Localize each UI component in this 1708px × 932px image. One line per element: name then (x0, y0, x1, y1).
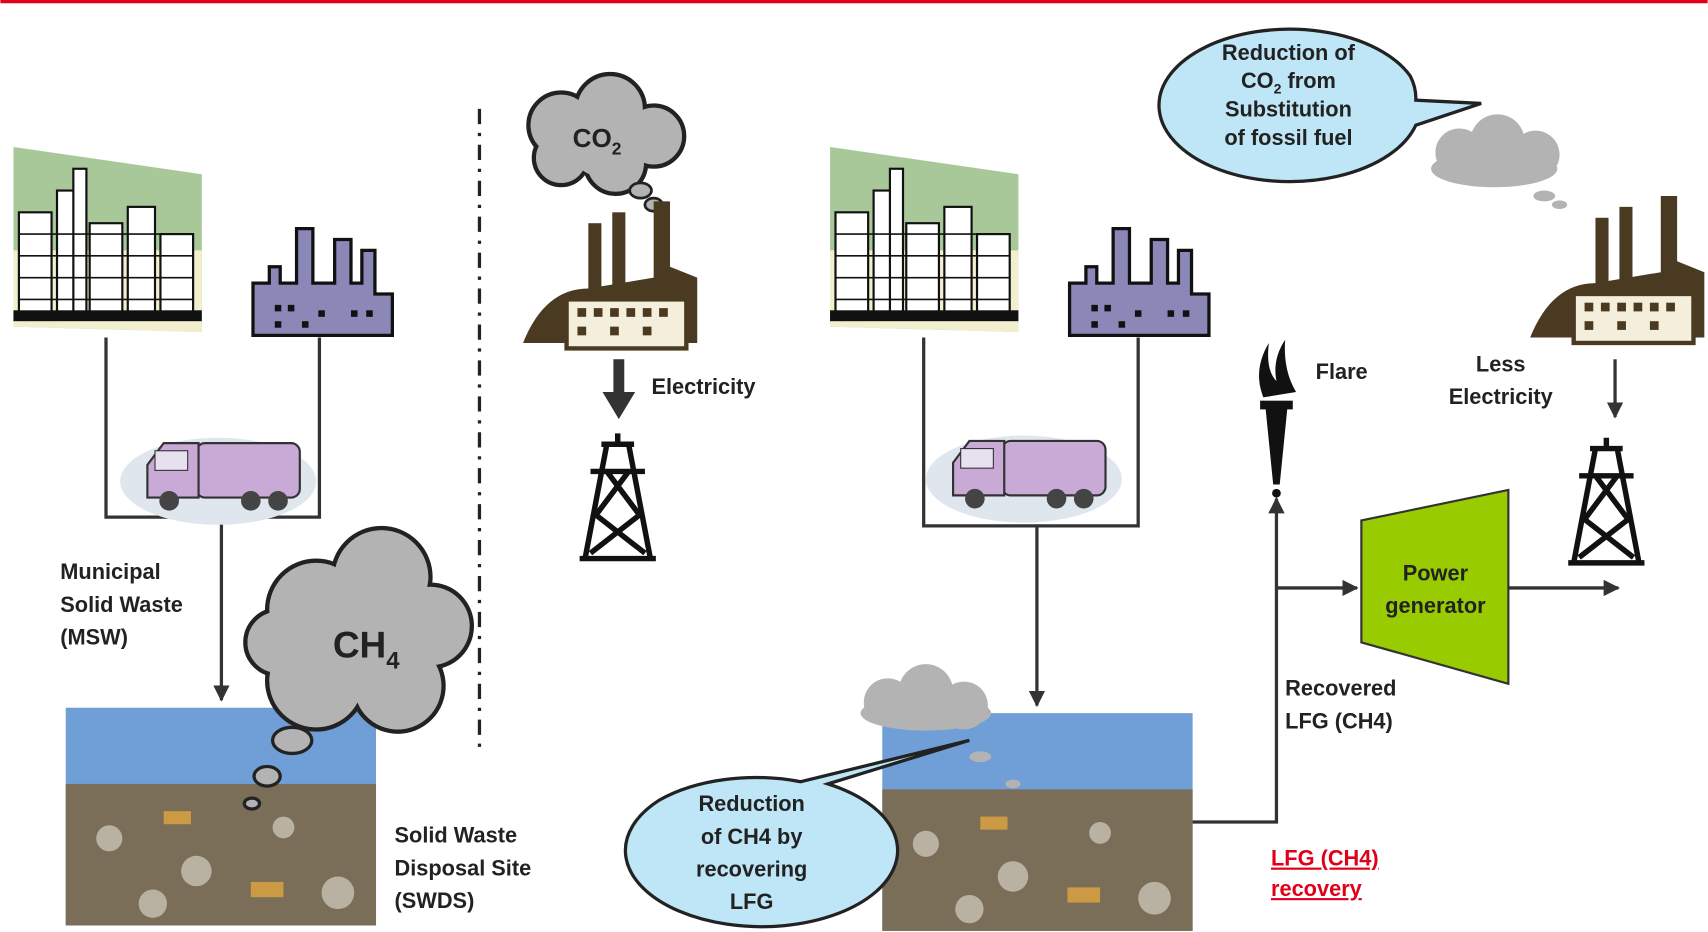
bubble-text: Reduction (698, 791, 804, 816)
recovered-label: Recovered (1285, 676, 1396, 701)
swds-label: Solid Waste (395, 823, 518, 848)
swds-label: Disposal Site (395, 855, 532, 880)
bubble-text: Reduction of (1222, 40, 1356, 65)
co2-sub: 2 (612, 139, 622, 159)
lfg-flow (1193, 499, 1277, 822)
co2-main: CO (1241, 68, 1274, 93)
city-icon (13, 147, 201, 332)
co2-main: CO (573, 123, 612, 153)
bubble-text: LFG (730, 889, 774, 914)
city-icon (830, 147, 1018, 332)
less-electricity-label: Less (1476, 351, 1526, 376)
factory-icon (1070, 229, 1209, 336)
msw-label: (MSW) (60, 625, 128, 650)
landfill-photo (66, 708, 376, 926)
lfg-recovery-label: recovery (1271, 876, 1362, 901)
power-generator (1361, 490, 1508, 684)
lfg-recovery-label: LFG (CH4) (1271, 846, 1379, 871)
bubble-text: Substitution (1225, 97, 1352, 122)
bubble-text: of fossil fuel (1224, 125, 1352, 150)
less-electricity-label: Electricity (1449, 384, 1553, 409)
generator-label: Power (1403, 560, 1469, 585)
tower-icon (1568, 438, 1644, 563)
generator-label: generator (1385, 593, 1486, 618)
bubble-text: recovering (696, 856, 807, 881)
msw-label: Solid Waste (60, 592, 183, 617)
truck-icon (926, 436, 1122, 523)
truck-icon (120, 438, 316, 525)
flare-label: Flare (1316, 359, 1368, 384)
flare-icon (1259, 340, 1296, 498)
bubble-text: from (1281, 68, 1335, 93)
landfill-photo (882, 713, 1192, 931)
electricity-label: Electricity (651, 374, 755, 399)
co2-cloud: CO2 (528, 74, 684, 211)
diagram: CH4 Municipal Solid Waste (MSW) Solid Wa… (0, 0, 1708, 932)
power-plant-icon (1530, 196, 1704, 343)
small-cloud (1431, 114, 1567, 209)
bubble-text: CO2 from (1241, 68, 1336, 96)
factory-icon (253, 229, 392, 336)
bubble-text: of CH4 by (701, 824, 803, 849)
power-plant-icon (523, 201, 697, 348)
swds-label: (SWDS) (395, 888, 475, 913)
electricity-arrow (602, 359, 635, 419)
recovered-label: LFG (CH4) (1285, 708, 1393, 733)
msw-label: Municipal (60, 559, 160, 584)
tower-icon (580, 433, 656, 558)
co2-sub: 2 (1274, 81, 1282, 97)
ch4-sub: 4 (386, 648, 400, 675)
ch4-main: CH (333, 624, 386, 666)
